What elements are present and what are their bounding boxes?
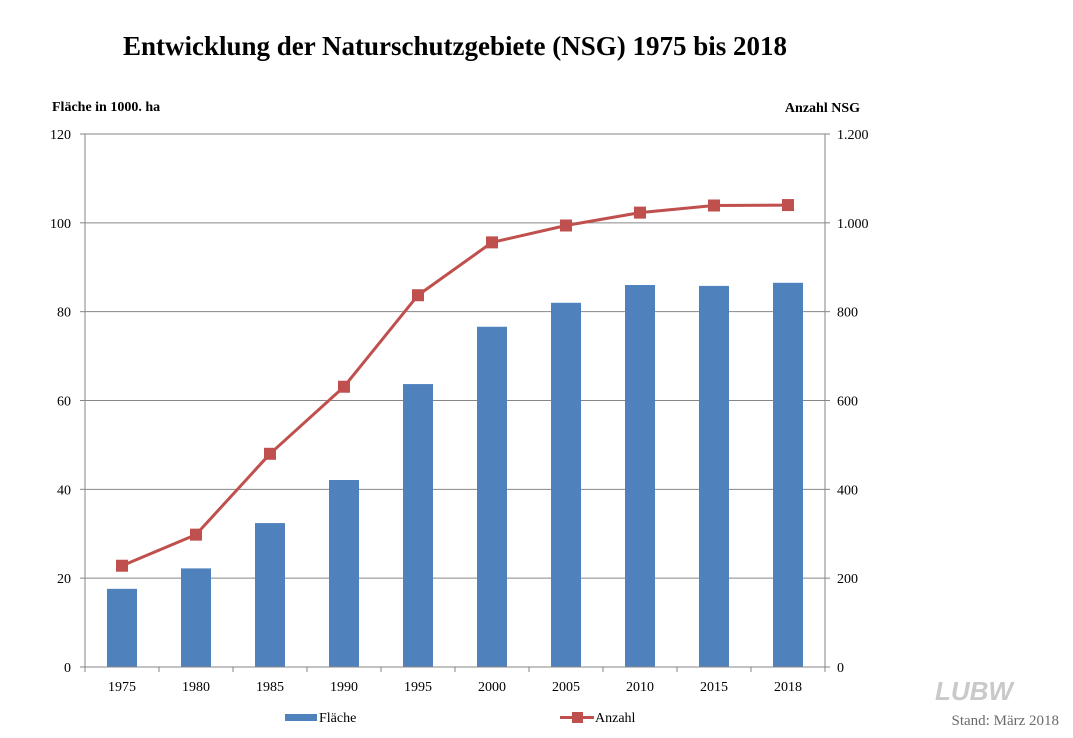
y-tick-label-left: 60 xyxy=(57,395,71,410)
bar-1985 xyxy=(255,523,285,667)
x-tick-label: 1975 xyxy=(108,680,136,695)
legend-label-anzahl: Anzahl xyxy=(595,711,636,726)
stand-date: Stand: März 2018 xyxy=(952,713,1059,729)
legend-swatch-flaeche xyxy=(285,714,317,721)
y-tick-label-left: 120 xyxy=(50,128,71,143)
y-axis-left-ticks: 0 20 40 60 80 100 120 xyxy=(50,128,71,676)
x-tick-label: 1985 xyxy=(256,680,284,695)
bar-series-flaeche xyxy=(107,282,803,667)
marker-1995 xyxy=(412,289,424,302)
y-tick-label-left: 40 xyxy=(57,483,71,498)
x-tick-label: 1995 xyxy=(404,680,432,695)
marker-1990 xyxy=(338,380,350,393)
bar-2000 xyxy=(477,326,507,667)
legend-label-flaeche: Fläche xyxy=(319,711,356,726)
legend-marker-anzahl xyxy=(572,712,583,723)
bar-1990 xyxy=(329,480,359,667)
y-tick-label-left: 20 xyxy=(57,572,71,587)
chart-title: Entwicklung der Naturschutzgebiete (NSG)… xyxy=(123,31,787,61)
bar-1975 xyxy=(107,588,137,667)
y-axis-right-title: Anzahl NSG xyxy=(785,101,860,116)
marker-1985 xyxy=(264,447,276,460)
marker-2018 xyxy=(782,199,794,212)
y-tick-label-right: 200 xyxy=(837,572,858,587)
bar-2010 xyxy=(625,285,655,667)
y-tick-label-right: 400 xyxy=(837,483,858,498)
legend-item-flaeche[interactable]: Fläche xyxy=(285,711,356,726)
y-tick-label-right: 800 xyxy=(837,306,858,321)
x-tick-label: 1990 xyxy=(330,680,358,695)
bar-2018 xyxy=(773,282,803,667)
x-tick-label: 2005 xyxy=(552,680,580,695)
marker-1980 xyxy=(190,528,202,541)
axes xyxy=(80,133,830,672)
x-axis-ticks: 1975 1980 1985 1990 1995 2000 2005 2010 2015 2018 xyxy=(108,680,802,695)
y-tick-label-right: 0 xyxy=(837,661,844,676)
legend-item-anzahl[interactable]: Anzahl xyxy=(560,711,636,726)
y-tick-label-right: 1.200 xyxy=(837,128,869,143)
y-tick-label-left: 100 xyxy=(50,217,71,232)
legend: Fläche Anzahl xyxy=(285,711,636,726)
y-tick-label-left: 80 xyxy=(57,306,71,321)
y-tick-label-right: 600 xyxy=(837,395,858,410)
bar-2015 xyxy=(699,285,729,667)
x-tick-label: 1980 xyxy=(182,680,210,695)
x-tick-label: 2010 xyxy=(626,680,654,695)
marker-2000 xyxy=(486,236,498,249)
x-tick-label: 2018 xyxy=(774,680,802,695)
y-tick-label-left: 0 xyxy=(64,661,71,676)
bar-2005 xyxy=(551,302,581,667)
line-anzahl xyxy=(121,203,789,568)
x-tick-label: 2000 xyxy=(478,680,506,695)
y-axis-right-ticks: 0 200 400 600 800 1.000 1.200 xyxy=(837,128,869,676)
lubw-logo: LUBW xyxy=(935,676,1015,706)
marker-2005 xyxy=(560,219,572,232)
y-axis-left-title: Fläche in 1000. ha xyxy=(52,100,160,115)
x-tick-label: 2015 xyxy=(700,680,728,695)
marker-1975 xyxy=(116,559,128,572)
y-tick-label-right: 1.000 xyxy=(837,217,869,232)
marker-2010 xyxy=(634,206,646,219)
line-series-anzahl xyxy=(116,199,794,572)
bar-1995 xyxy=(403,384,433,667)
marker-2015 xyxy=(708,199,720,212)
bar-1980 xyxy=(181,568,211,667)
